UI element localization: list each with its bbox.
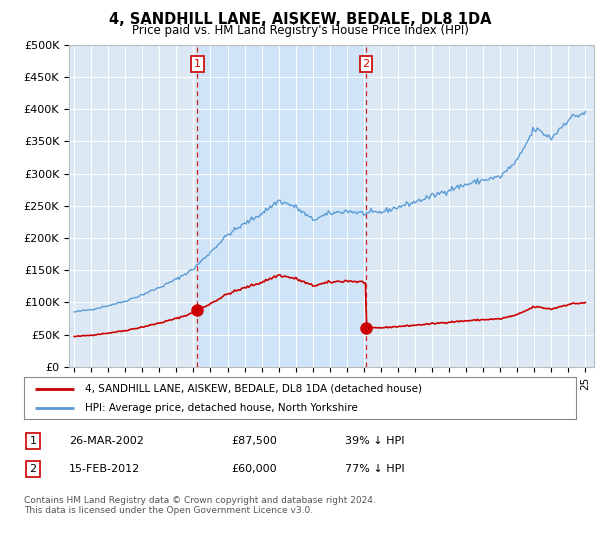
Text: £60,000: £60,000 [231,464,277,474]
Text: 1: 1 [29,436,37,446]
Text: 2: 2 [29,464,37,474]
Text: HPI: Average price, detached house, North Yorkshire: HPI: Average price, detached house, Nort… [85,403,358,413]
Text: Contains HM Land Registry data © Crown copyright and database right 2024.
This d: Contains HM Land Registry data © Crown c… [24,496,376,515]
Text: Price paid vs. HM Land Registry's House Price Index (HPI): Price paid vs. HM Land Registry's House … [131,24,469,36]
Text: 39% ↓ HPI: 39% ↓ HPI [345,436,404,446]
Text: 26-MAR-2002: 26-MAR-2002 [69,436,144,446]
Text: 77% ↓ HPI: 77% ↓ HPI [345,464,404,474]
Text: 1: 1 [194,59,201,69]
Text: 2: 2 [362,59,370,69]
Text: 4, SANDHILL LANE, AISKEW, BEDALE, DL8 1DA: 4, SANDHILL LANE, AISKEW, BEDALE, DL8 1D… [109,12,491,27]
Text: 15-FEB-2012: 15-FEB-2012 [69,464,140,474]
Text: £87,500: £87,500 [231,436,277,446]
Text: 4, SANDHILL LANE, AISKEW, BEDALE, DL8 1DA (detached house): 4, SANDHILL LANE, AISKEW, BEDALE, DL8 1D… [85,384,422,394]
Bar [197,45,366,367]
